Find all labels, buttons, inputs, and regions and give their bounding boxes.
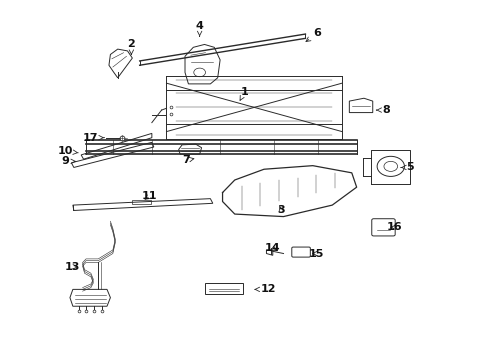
Text: 15: 15 <box>308 248 324 258</box>
Bar <box>132 200 151 204</box>
Text: 7: 7 <box>182 155 193 165</box>
Text: 16: 16 <box>386 222 402 232</box>
Text: 17: 17 <box>83 133 104 143</box>
Text: 8: 8 <box>376 105 389 115</box>
Text: 14: 14 <box>264 243 280 253</box>
Text: 1: 1 <box>240 87 248 100</box>
Text: 5: 5 <box>400 162 413 172</box>
Text: 4: 4 <box>195 21 203 36</box>
Text: 13: 13 <box>65 262 81 272</box>
Text: 2: 2 <box>127 39 135 54</box>
Text: 10: 10 <box>57 146 78 156</box>
Text: 6: 6 <box>305 28 321 41</box>
Text: 3: 3 <box>277 206 285 216</box>
Text: 12: 12 <box>255 284 276 294</box>
Text: 11: 11 <box>142 191 157 201</box>
Text: 9: 9 <box>61 156 75 166</box>
